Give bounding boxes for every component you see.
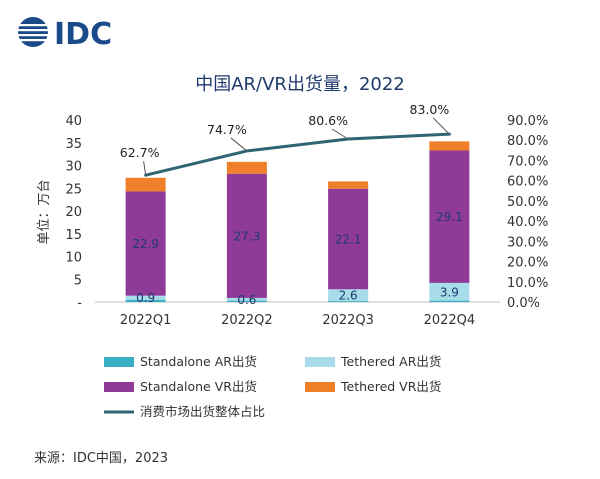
legend-label: Standalone AR出货 [140,354,257,369]
x-tick-label: 2022Q2 [221,313,273,328]
bar-standalone-ar-2022q2 [226,300,267,302]
line-value-label: 62.7% [120,145,160,160]
line-label-leader [331,128,349,140]
bar-tethered-vr-2022q4 [429,141,470,151]
bar-value-label: 22.9 [132,237,159,251]
x-tick-label: 2022Q3 [322,313,374,328]
bar-value-label: 0.6 [237,293,256,307]
y2-tick-label: 80.0% [507,134,548,149]
line-data-labels: 62.7% 74.7% 80.6% 83.0% [120,102,450,176]
y2-tick-label: 90.0% [507,114,548,129]
legend-swatch [104,357,134,367]
y-tick-label: 20 [65,205,82,220]
legend-swatch [305,382,335,392]
y-tick-label: 15 [65,228,82,243]
line-value-label: 80.6% [308,113,348,128]
y2-tick-label: 20.0% [507,256,548,271]
legend-swatch [305,357,335,367]
chart-legend: Standalone AR出货 Tethered AR出货 Standalone V… [104,354,441,419]
legend-item: Standalone AR出货 [104,354,257,369]
legend-label: Standalone VR出货 [140,379,257,394]
y2-tick-label: 40.0% [507,215,548,230]
legend-item: Tethered AR出货 [305,354,441,369]
bar-standalone-vr-2022q2 [226,173,267,298]
bar-tethered-ar-2022q2 [226,297,267,301]
consumer-share-polyline [144,132,451,177]
bar-tethered-vr-2022q1 [125,177,166,192]
idc-logo-text: IDC [54,17,112,52]
bar-data-labels: 0.9 0.6 2.6 3.9 22.9 27.3 22.1 29.1 [132,210,462,307]
y-tick-label: 35 [65,137,82,152]
idc-logo: IDC [18,17,112,52]
line-label-leader [143,161,147,176]
bar-standalone-vr-2022q1 [125,191,166,296]
line-label-leader [433,117,450,135]
bar-tethered-vr-2022q3 [328,181,369,189]
x-tick-label: 2022Q1 [120,313,172,328]
bar-standalone-ar-2022q3 [328,301,369,302]
bar-value-label: 0.9 [136,291,155,305]
line-value-label: 74.7% [207,122,247,137]
legend-label: 消费市场出货整体占比 [140,404,265,419]
y2-tick-label: 70.0% [507,154,548,169]
bar-value-label: 27.3 [234,229,261,243]
chart-title: 中国AR/VR出货量，2022 [195,74,405,95]
legend-item: Tethered VR出货 [305,379,441,394]
bar-tethered-vr-2022q2 [226,161,267,174]
y2-tick-label: 30.0% [507,235,548,250]
y2-tick-label: 60.0% [507,175,548,190]
bar-value-label: 3.9 [440,285,459,299]
bar-value-label: 29.1 [436,210,463,224]
bar-standalone-ar-2022q1 [125,299,166,302]
bar-value-label: 2.6 [339,289,358,303]
bar-tethered-ar-2022q1 [125,295,166,300]
bar-value-label: 22.1 [335,232,362,246]
bar-standalone-ar-2022q4 [429,300,470,302]
legend-item: 消费市场出货整体占比 [104,404,265,419]
y2-tick-label: 50.0% [507,195,548,210]
bar-tethered-ar-2022q3 [328,289,369,302]
y2-tick-label: 0.0% [507,296,540,311]
x-axis-ticks: 2022Q1 2022Q2 2022Q3 2022Q4 [120,313,475,328]
line-label-leader [230,137,248,152]
legend-label: Tethered VR出货 [340,379,441,394]
legend-item: Standalone VR出货 [104,379,257,394]
globe-icon [18,17,48,47]
y-tick-label: 30 [65,160,82,175]
consumer-share-line [144,132,451,177]
bar-standalone-vr-2022q3 [328,188,369,290]
y-tick-label: 5 [74,273,82,288]
y-tick-label: 25 [65,182,82,197]
line-value-label: 83.0% [410,102,450,117]
bar-standalone-vr-2022q4 [429,150,470,283]
x-tick-label: 2022Q4 [424,313,476,328]
legend-label: Tethered AR出货 [340,354,441,369]
y2-axis-ticks: 0.0% 10.0% 20.0% 30.0% 40.0% 50.0% 60.0% 70.0% 8… [507,114,548,311]
legend-swatch [104,382,134,392]
y-axis-ticks: - 5 10 15 20 25 30 35 40 [65,114,82,311]
y-tick-label: 40 [65,114,82,129]
bar-series [125,141,470,302]
y-tick-label: 10 [65,251,82,266]
source-note: 来源：IDC中国，2023 [34,451,168,466]
y2-tick-label: 10.0% [507,276,548,291]
y-tick-label: - [77,296,82,311]
bar-tethered-ar-2022q4 [429,282,470,301]
y-axis-title: 单位：万台 [37,179,52,244]
